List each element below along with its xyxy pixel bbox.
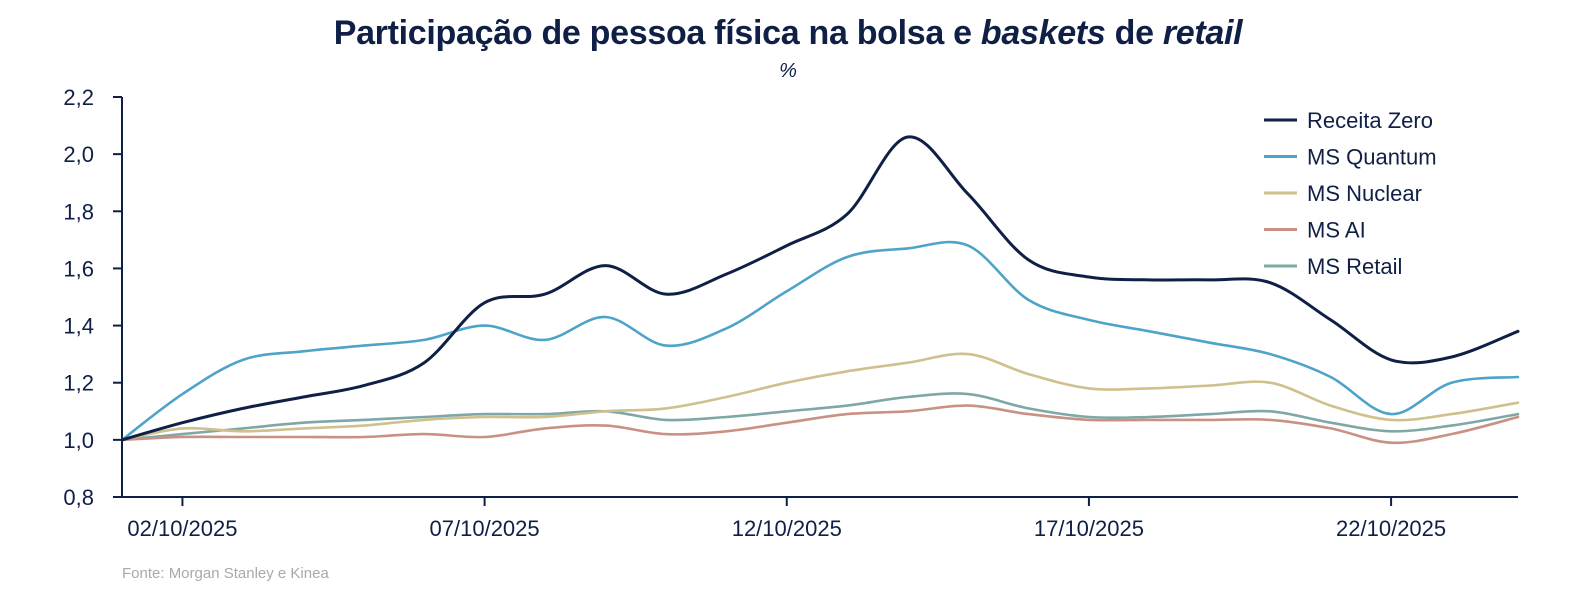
series-line-ms-quantum: [120, 240, 1520, 442]
title-part-2: baskets: [980, 14, 1106, 52]
title-part-1: Participação de pessoa física na bolsa e: [333, 14, 981, 52]
x-tick-label: 02/10/2025: [127, 516, 237, 541]
y-tick-label: 1,2: [63, 371, 94, 396]
x-tick-label: 17/10/2025: [1034, 516, 1144, 541]
chart-subtitle: %: [779, 60, 797, 82]
y-tick-label: 1,4: [63, 314, 94, 339]
y-tick-label: 1,6: [63, 256, 94, 281]
legend-label-ms-retail: MS Retail: [1307, 254, 1402, 279]
legend-label-ms-ai: MS AI: [1307, 218, 1366, 243]
x-tick-label: 22/10/2025: [1336, 516, 1446, 541]
legend-label-receita-zero: Receita Zero: [1307, 108, 1433, 133]
source-note: Fonte: Morgan Stanley e Kinea: [122, 565, 329, 582]
y-tick-label: 2,2: [63, 85, 94, 110]
legend-label-ms-quantum: MS Quantum: [1307, 145, 1437, 170]
x-tick-label: 07/10/2025: [430, 516, 540, 541]
title-part-3: de: [1105, 14, 1163, 52]
y-tick-label: 1,8: [63, 199, 94, 224]
title-part-4: retail: [1162, 14, 1243, 52]
y-tick-label: 2,0: [63, 142, 94, 167]
series-line-ms-ai: [120, 404, 1520, 445]
y-tick-label: 0,8: [63, 485, 94, 510]
y-tick-label: 1,0: [63, 428, 94, 453]
legend-label-ms-nuclear: MS Nuclear: [1307, 181, 1422, 206]
series-line-ms-retail: [120, 392, 1520, 442]
series-line-receita-zero: [120, 135, 1520, 442]
chart-title-text: Participação de pessoa física na bolsa e…: [334, 14, 1243, 52]
chart-title: Participação de pessoa física na bolsa e…: [0, 14, 1576, 53]
x-tick-label: 12/10/2025: [732, 516, 842, 541]
series-line-ms-nuclear: [120, 352, 1520, 442]
